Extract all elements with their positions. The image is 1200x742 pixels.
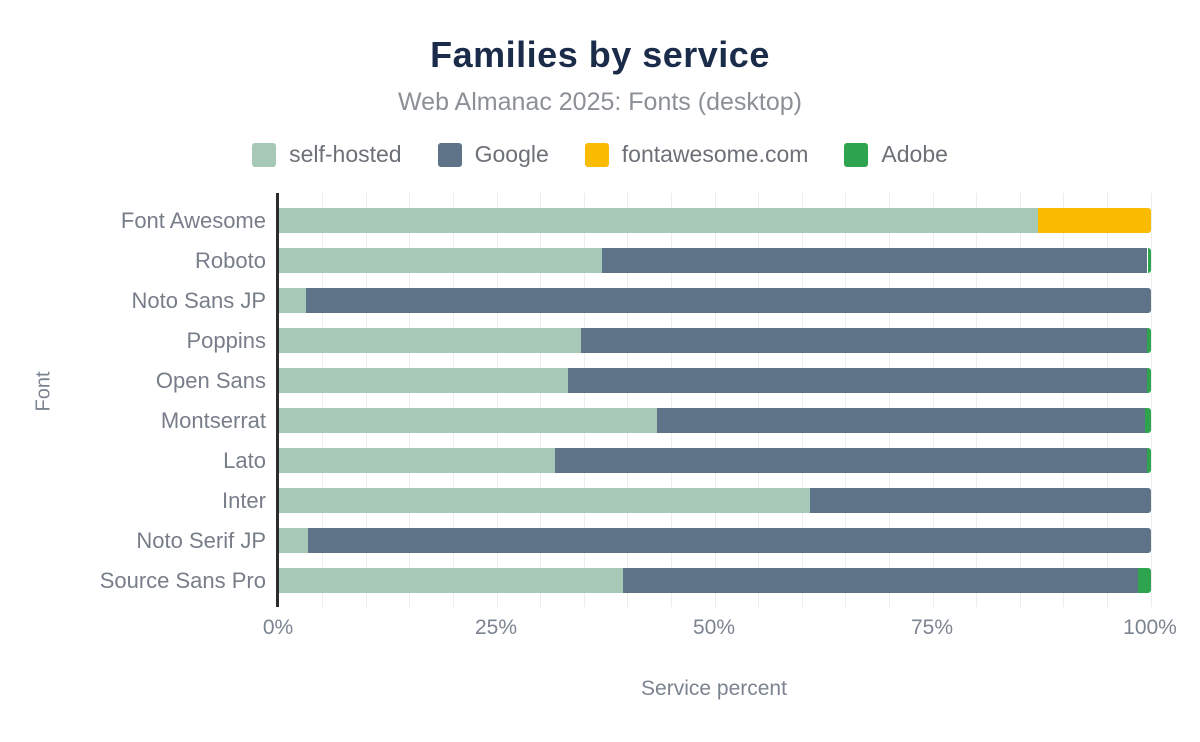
bar-segment-google: [622, 568, 1138, 593]
bar-noto-serif-jp: [279, 528, 1151, 553]
legend-swatch-icon: [844, 142, 869, 167]
bar-segment-google: [580, 328, 1147, 353]
bar-segment-google: [657, 408, 1145, 433]
legend-item-fontawesome-com[interactable]: fontawesome.com: [584, 141, 809, 168]
x-tick-100: 100%: [1123, 616, 1177, 639]
bar-segment-google: [567, 368, 1147, 393]
legend-label: Adobe: [881, 141, 948, 167]
gridline: [670, 193, 672, 607]
bar-segment-adobe: [1144, 408, 1151, 433]
gridline: [801, 193, 803, 607]
legend-item-google[interactable]: Google: [437, 141, 549, 168]
gridline: [1063, 193, 1065, 607]
gridline: [496, 193, 498, 607]
gridline: [409, 193, 411, 607]
bar-source-sans-pro: [279, 568, 1151, 593]
bar-segment-adobe: [1146, 448, 1151, 473]
bar-lato: [279, 448, 1151, 473]
bar-open-sans: [279, 368, 1151, 393]
x-axis-tick-labels: 0% 25% 50% 75% 100%: [263, 616, 1177, 642]
y-axis-category-labels: Font Awesome Roboto Noto Sans JP Poppins Ope…: [0, 193, 266, 607]
gridline: [627, 193, 629, 607]
bar-segment-adobe: [1147, 248, 1151, 273]
bar-noto-sans-jp: [279, 288, 1151, 313]
legend-label: self-hosted: [289, 141, 402, 167]
legend-swatch-icon: [437, 142, 462, 167]
x-tick-75: 75%: [910, 616, 954, 639]
gridline: [932, 193, 934, 607]
row-label-poppins: Poppins: [186, 328, 266, 353]
row-label-font-awesome: Font Awesome: [120, 208, 266, 233]
row-label-source-sans-pro: Source Sans Pro: [99, 568, 266, 593]
bar-segment-self-hosted: [279, 528, 308, 553]
bar-inter: [279, 488, 1151, 513]
bar-segment-fontawesome-com: [1037, 208, 1151, 233]
row-label-roboto: Roboto: [195, 248, 266, 273]
bar-segment-self-hosted: [279, 208, 1038, 233]
gridline: [1019, 193, 1021, 607]
x-tick-0: 0%: [262, 616, 294, 639]
gridline: [1150, 193, 1152, 607]
row-label-montserrat: Montserrat: [160, 408, 266, 433]
chart-title: Families by service: [430, 34, 770, 75]
bar-font-awesome: [279, 208, 1151, 233]
bar-segment-adobe: [1137, 568, 1151, 593]
x-tick-25: 25%: [474, 616, 518, 639]
plot-area: [279, 193, 1152, 607]
gridline: [714, 193, 716, 607]
gridline: [540, 193, 542, 607]
bar-segment-google: [307, 528, 1151, 553]
bar-roboto: [279, 248, 1151, 273]
legend-item-self-hosted[interactable]: self-hosted: [252, 141, 402, 168]
chart-subtitle: Web Almanac 2025: Fonts (desktop): [398, 88, 802, 116]
row-label-open-sans: Open Sans: [155, 368, 266, 393]
bar-segment-adobe: [1146, 368, 1151, 393]
gridline: [888, 193, 890, 607]
row-label-lato: Lato: [223, 448, 266, 473]
gridline: [322, 193, 324, 607]
legend-swatch-icon: [584, 142, 609, 167]
x-axis-title: Service percent: [641, 677, 787, 700]
legend-swatch-icon: [252, 142, 277, 167]
bar-segment-self-hosted: [279, 408, 658, 433]
bar-segment-google: [601, 248, 1148, 273]
legend: self-hosted Google fontawesome.com Adobe: [0, 141, 1200, 168]
bar-poppins: [279, 328, 1151, 353]
row-label-inter: Inter: [221, 488, 266, 513]
bar-montserrat: [279, 408, 1151, 433]
bar-segment-google: [555, 448, 1147, 473]
bar-segment-self-hosted: [279, 448, 556, 473]
legend-label: Google: [474, 141, 549, 167]
row-label-noto-sans-jp: Noto Sans JP: [131, 288, 266, 313]
gridline: [452, 193, 454, 607]
row-label-noto-serif-jp: Noto Serif JP: [136, 528, 266, 553]
bar-segment-self-hosted: [279, 568, 623, 593]
legend-label: fontawesome.com: [621, 141, 809, 167]
gridline: [845, 193, 847, 607]
gridline: [758, 193, 760, 607]
gridline: [365, 193, 367, 607]
x-tick-50: 50%: [692, 616, 736, 639]
bar-segment-google: [810, 488, 1151, 513]
bar-segment-self-hosted: [279, 368, 568, 393]
bar-segment-adobe: [1146, 328, 1151, 353]
bar-segment-self-hosted: [279, 328, 581, 353]
bar-segment-self-hosted: [279, 288, 307, 313]
bar-segment-google: [306, 288, 1151, 313]
y-axis-line: [276, 193, 279, 607]
gridline: [583, 193, 585, 607]
gridline: [1106, 193, 1108, 607]
legend-item-adobe[interactable]: Adobe: [844, 141, 948, 168]
bar-segment-self-hosted: [279, 248, 602, 273]
gridline: [976, 193, 978, 607]
bar-segment-self-hosted: [279, 488, 811, 513]
